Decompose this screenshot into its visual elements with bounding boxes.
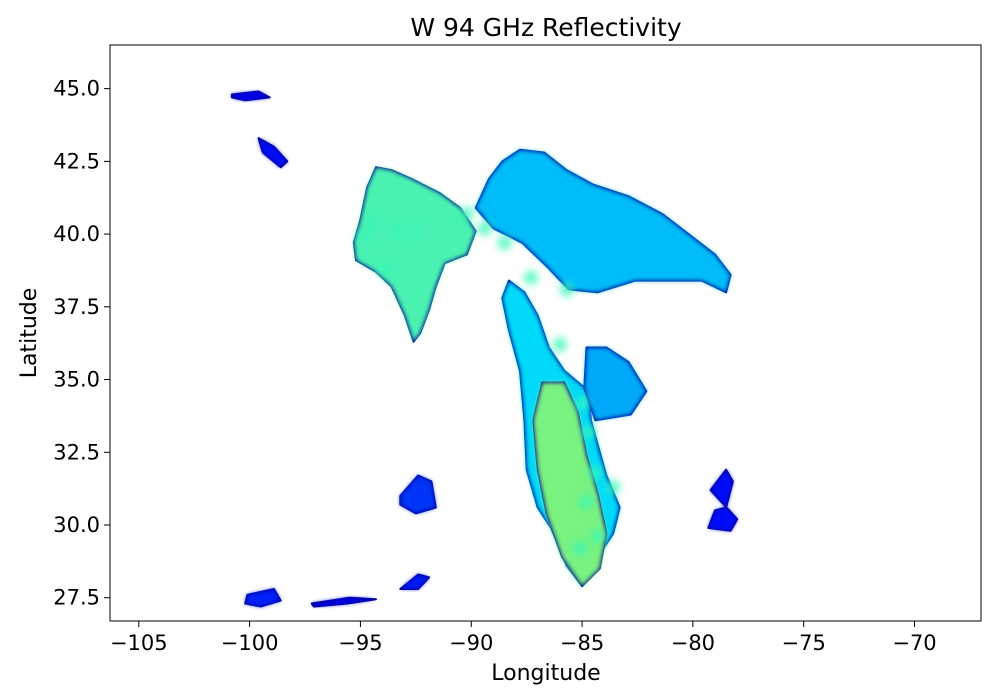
y-tick-label: 45.0 <box>53 77 100 101</box>
max-cell-9 <box>524 270 539 285</box>
region-coastal-streak <box>311 597 376 607</box>
max-cell-4 <box>408 224 423 239</box>
max-cell-18 <box>575 395 590 410</box>
y-tick-label: 30.0 <box>53 513 100 537</box>
max-cell-7 <box>477 221 492 236</box>
region-great-lakes-northeast-shield <box>475 149 731 293</box>
x-tick-label: −80 <box>671 631 715 655</box>
region-texas-cell <box>400 475 436 514</box>
region-nebraska-scatter <box>258 138 288 168</box>
max-cell-15 <box>572 541 587 556</box>
max-reflectivity-cells <box>357 206 621 556</box>
max-cell-8 <box>497 235 512 250</box>
y-tick-label: 27.5 <box>53 586 100 610</box>
max-cell-12 <box>588 465 603 480</box>
y-axis: 27.5 30.0 32.5 35.0 37.5 40.0 42.5 45.0 <box>53 77 110 610</box>
max-cell-17 <box>552 337 567 352</box>
region-atlantic-cells <box>708 469 738 531</box>
region-dakota-cell <box>231 91 270 101</box>
max-cell-11 <box>581 424 596 439</box>
chart-title: W 94 GHz Reflectivity <box>410 13 681 42</box>
max-cell-2 <box>366 215 381 230</box>
region-gulf-coast-line <box>533 382 607 587</box>
plot-frame <box>109 44 982 622</box>
x-axis: −105 −100 −95 −90 −85 −80 −75 −70 <box>110 621 937 655</box>
x-tick-label: −85 <box>560 631 604 655</box>
max-cell-13 <box>579 494 594 509</box>
x-tick-label: −90 <box>449 631 493 655</box>
y-tick-label: 32.5 <box>53 440 100 464</box>
max-cell-3 <box>391 224 406 239</box>
region-central-plains-complex <box>353 167 476 342</box>
x-tick-label: −70 <box>892 631 936 655</box>
region-south-texas-cells <box>245 589 281 607</box>
max-cell-10 <box>559 282 574 297</box>
x-tick-label: −105 <box>110 631 168 655</box>
x-axis-title: Longitude <box>491 661 600 686</box>
x-tick-label: −100 <box>221 631 279 655</box>
y-tick-label: 40.0 <box>53 222 100 246</box>
y-tick-label: 35.0 <box>53 368 100 392</box>
y-tick-label: 42.5 <box>53 149 100 173</box>
x-tick-label: −75 <box>782 631 826 655</box>
reflectivity-field <box>230 90 739 608</box>
x-tick-label: −95 <box>338 631 382 655</box>
y-tick-label: 37.5 <box>53 295 100 319</box>
max-cell-16 <box>606 480 621 495</box>
region-gulf-cell <box>400 574 430 589</box>
max-cell-6 <box>459 206 474 221</box>
region-appalachian-cells <box>584 347 647 421</box>
y-axis-title: Latitude <box>17 288 42 379</box>
max-cell-14 <box>590 529 605 544</box>
max-cell-1 <box>357 230 372 244</box>
max-cell-5 <box>377 262 392 276</box>
